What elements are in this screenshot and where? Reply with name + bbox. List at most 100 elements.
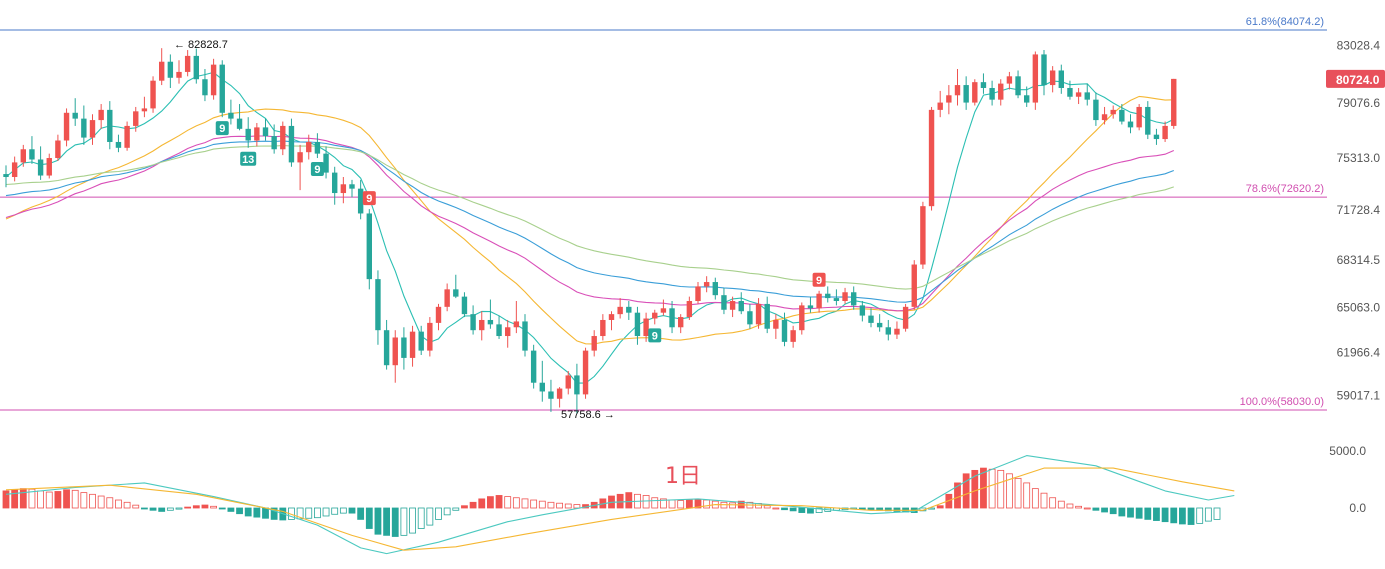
- td-marker-label: 9: [219, 123, 225, 135]
- macd-histogram-bar: [313, 507, 321, 519]
- candle-body: [954, 85, 961, 96]
- td-marker-label: 9: [366, 193, 372, 205]
- candle-body: [409, 331, 416, 358]
- macd-histogram-bar: [322, 507, 330, 517]
- macd-histogram-bar: [227, 507, 235, 512]
- high-annotation: ← 82828.7: [174, 39, 228, 51]
- macd-histogram-bar: [1153, 507, 1160, 521]
- candle-body: [522, 321, 528, 351]
- candle-body: [617, 306, 623, 315]
- macd-histogram-bar: [893, 507, 901, 512]
- candle-body: [1153, 134, 1160, 140]
- macd-histogram-bar: [1161, 507, 1169, 523]
- candle-body: [574, 375, 580, 395]
- candle-body: [3, 174, 9, 177]
- macd-histogram-bar: [538, 500, 546, 509]
- candle-body: [219, 64, 225, 113]
- macd-histogram-bar: [1144, 507, 1152, 520]
- macd-histogram-bar: [1213, 507, 1221, 520]
- candle-body: [634, 312, 641, 337]
- low-annotation: 57758.6 →: [561, 409, 615, 421]
- candle-body: [703, 282, 710, 287]
- td-marker-label: 9: [652, 330, 658, 342]
- macd-histogram-bar: [11, 489, 19, 509]
- candle-body: [1145, 106, 1151, 135]
- ma-green-line: [5, 144, 1174, 290]
- candle-body: [349, 184, 355, 189]
- ma-magenta-line: [5, 135, 1175, 312]
- candle-body: [418, 331, 424, 351]
- candle-body: [72, 112, 78, 119]
- candle-body: [600, 319, 606, 337]
- candle-body: [868, 315, 874, 323]
- macd-histogram-bar: [262, 507, 269, 519]
- candle-body: [946, 95, 952, 103]
- current-price-value: 80724.0: [1336, 73, 1380, 87]
- fib-label: 61.8%(84074.2): [1246, 16, 1324, 28]
- macd-histogram-bar: [1049, 497, 1057, 509]
- candle-body: [902, 306, 909, 329]
- candle-body: [859, 305, 866, 316]
- macd-histogram-bar: [988, 468, 996, 509]
- candle-body: [228, 112, 234, 119]
- candle-body: [55, 140, 61, 159]
- macd-histogram-bar: [1179, 507, 1186, 525]
- candle-body: [1171, 78, 1177, 126]
- candle-body: [323, 153, 329, 173]
- candle-body: [764, 303, 770, 329]
- candle-body: [1110, 109, 1116, 115]
- candles: [3, 48, 1177, 414]
- candle-body: [401, 337, 407, 358]
- candle-body: [280, 125, 286, 150]
- candle-body: [885, 327, 891, 335]
- price-tick-label: 61966.4: [1337, 346, 1381, 360]
- candle-body: [427, 322, 433, 351]
- macd-histogram-bar: [504, 496, 512, 509]
- macd-histogram-bar: [971, 469, 979, 509]
- candle-body: [972, 82, 978, 103]
- candle-body: [444, 289, 450, 307]
- candle-body: [340, 184, 347, 194]
- macd-histogram-bar: [486, 496, 494, 509]
- candle-body: [470, 314, 476, 331]
- macd-histogram-bar: [270, 507, 278, 520]
- candle-body: [115, 141, 122, 148]
- macd-histogram-bar: [867, 507, 875, 511]
- price-tick-label: 71728.4: [1337, 203, 1381, 217]
- macd-histogram-bar: [763, 505, 771, 509]
- candle-body: [1006, 76, 1013, 84]
- macd-histogram-bar: [772, 507, 780, 510]
- candle-body: [851, 292, 857, 306]
- candle-body: [11, 162, 18, 177]
- candle-body: [89, 120, 96, 138]
- candle-body: [262, 127, 269, 137]
- macd-histogram-bar: [962, 473, 970, 509]
- macd-histogram-bar: [244, 507, 252, 517]
- macd-histogram-bar: [1083, 507, 1091, 510]
- macd-histogram-bar: [357, 507, 365, 520]
- candle-body: [167, 61, 174, 78]
- candle-body: [548, 391, 554, 399]
- macd-histogram-bar: [305, 507, 313, 519]
- ma-blue-line: [5, 140, 1174, 303]
- macd-histogram-bar: [521, 498, 529, 509]
- macd-histogram-bar: [530, 499, 538, 509]
- candle-body: [643, 318, 649, 337]
- candle-body: [375, 279, 381, 331]
- candle-body: [1024, 95, 1030, 103]
- macd-histogram-bar: [781, 507, 788, 511]
- candle-body: [210, 64, 217, 96]
- candle-body: [781, 319, 788, 342]
- td-markers: 9 9 9 13 9 9: [215, 121, 826, 343]
- candle-body: [963, 85, 969, 103]
- fib-label: 78.6%(72620.2): [1246, 183, 1324, 195]
- price-axis[interactable]: 83028.4 79076.6 75313.0 71728.4 68314.5 65063…: [1337, 38, 1381, 402]
- macd-histogram-bar: [858, 507, 866, 510]
- macd-histogram-bar: [97, 495, 105, 509]
- candle-body: [193, 55, 199, 80]
- macd-histogram-bar: [651, 497, 659, 509]
- macd-histogram-bar: [184, 506, 192, 509]
- candle-body: [695, 286, 701, 302]
- macd-histogram-bar: [512, 497, 520, 509]
